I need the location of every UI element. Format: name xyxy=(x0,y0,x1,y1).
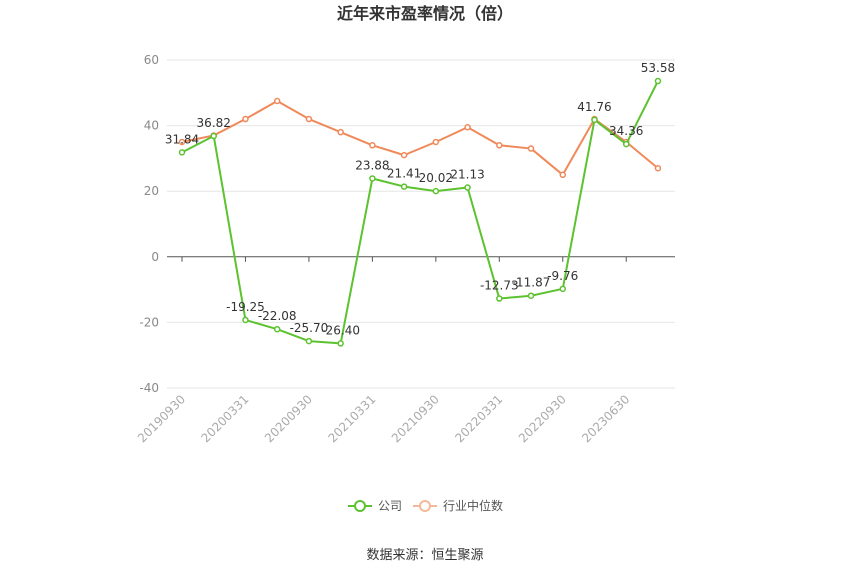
legend-item-company[interactable]: 公司 xyxy=(348,499,402,513)
company-point[interactable] xyxy=(496,295,503,302)
x-tick-label: 20200930 xyxy=(262,392,315,445)
industry-median-point[interactable] xyxy=(273,97,281,105)
company-point[interactable] xyxy=(464,184,471,191)
industry-median-point[interactable] xyxy=(654,164,662,172)
company-point[interactable] xyxy=(527,292,535,299)
legend-item-industry-median[interactable]: 行业中位数 xyxy=(413,498,503,513)
company-point[interactable] xyxy=(654,77,662,85)
company-point[interactable] xyxy=(432,187,440,195)
company-point[interactable] xyxy=(242,316,249,324)
y-tick-label: 40 xyxy=(144,119,159,133)
y-tick-label: 20 xyxy=(144,184,159,198)
y-tick-label: -20 xyxy=(139,315,159,329)
company-data-label: -26.40 xyxy=(321,323,360,337)
x-tick-label: 20230630 xyxy=(579,392,632,445)
x-tick-label: 20190930 xyxy=(135,392,188,445)
company-data-label: 34.36 xyxy=(609,124,643,138)
company-data-label: 53.58 xyxy=(641,61,675,75)
company-data-label: -19.25 xyxy=(226,300,265,314)
industry-median-point[interactable] xyxy=(464,123,471,131)
company-data-label: -12.73 xyxy=(480,279,519,293)
industry-median-point[interactable] xyxy=(496,142,503,149)
company-point[interactable] xyxy=(559,285,567,293)
company-point[interactable] xyxy=(369,175,376,182)
x-tick-label: 20210930 xyxy=(389,392,442,445)
company-point[interactable] xyxy=(591,116,598,124)
company-point[interactable] xyxy=(622,140,630,148)
industry-median-point[interactable] xyxy=(305,115,313,123)
series-layer xyxy=(178,77,662,347)
company-data-label: -22.08 xyxy=(258,309,297,323)
company-data-label: 21.13 xyxy=(450,167,484,181)
company-data-label: 21.41 xyxy=(387,167,421,181)
company-point[interactable] xyxy=(400,183,408,190)
industry-median-point[interactable] xyxy=(178,138,186,146)
y-tick-label: 60 xyxy=(144,53,159,67)
company-line xyxy=(181,80,659,345)
data-label-layer: 31.8436.82-19.25-22.08-25.70-26.4023.882… xyxy=(165,61,675,337)
company-data-label: -11.87 xyxy=(512,276,551,290)
company-point[interactable] xyxy=(337,340,344,347)
company-data-label: 23.88 xyxy=(355,158,389,172)
data-source: 数据来源：恒生聚源 xyxy=(366,548,483,563)
industry-median-point[interactable] xyxy=(559,171,567,179)
chart-title: 近年来市盈率情况（倍） xyxy=(337,4,513,23)
company-point[interactable] xyxy=(273,325,281,333)
x-tick-label: 20210331 xyxy=(325,392,378,445)
legend-industry-label: 行业中位数 xyxy=(443,498,503,513)
industry-median-point[interactable] xyxy=(527,145,535,152)
legend-company-label: 公司 xyxy=(378,499,402,513)
y-tick-label: 0 xyxy=(151,250,159,264)
company-data-label: 31.84 xyxy=(165,132,199,146)
x-tick-label: 20220930 xyxy=(516,392,569,445)
legend: 公司 行业中位数 xyxy=(348,498,503,513)
company-data-label: 41.76 xyxy=(577,100,611,114)
industry-median-point[interactable] xyxy=(337,128,344,136)
industry-median-point[interactable] xyxy=(242,115,249,123)
legend-industry-marker xyxy=(419,500,431,512)
company-data-label: -25.70 xyxy=(290,321,329,335)
industry-median-point[interactable] xyxy=(369,142,376,149)
company-point[interactable] xyxy=(178,149,186,156)
industry-median-point[interactable] xyxy=(400,151,408,159)
company-data-label: -9.76 xyxy=(547,269,578,283)
legend-company-marker xyxy=(354,500,366,512)
company-point[interactable] xyxy=(210,132,217,140)
industry-median-point[interactable] xyxy=(432,138,440,146)
company-data-label: 36.82 xyxy=(197,116,231,130)
company-data-label: 20.02 xyxy=(419,171,453,185)
y-tick-label: -40 xyxy=(139,381,159,395)
company-point[interactable] xyxy=(305,337,313,345)
x-tick-label: 20220331 xyxy=(452,392,505,445)
industry-median-line xyxy=(181,100,659,176)
x-tick-label: 20200331 xyxy=(198,392,251,445)
